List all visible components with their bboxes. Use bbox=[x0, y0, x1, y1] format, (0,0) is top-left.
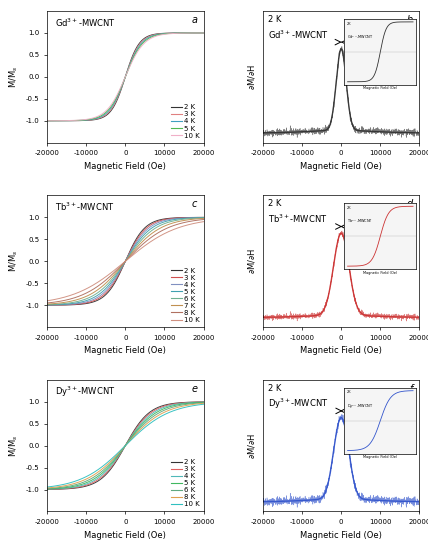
Text: Tb$^{3+}$-MWCNT: Tb$^{3+}$-MWCNT bbox=[347, 218, 373, 226]
Text: 2 K
Dy$^{3+}$-MWCNT: 2 K Dy$^{3+}$-MWCNT bbox=[268, 384, 328, 411]
Text: Dy$^{3+}$-MWCNT: Dy$^{3+}$-MWCNT bbox=[347, 402, 374, 411]
Text: d: d bbox=[407, 199, 413, 210]
Y-axis label: M/M$_s$: M/M$_s$ bbox=[8, 434, 20, 457]
Text: Gd$^{3+}$-MWCNT: Gd$^{3+}$-MWCNT bbox=[55, 16, 116, 29]
X-axis label: Magnetic Field (Oe): Magnetic Field (Oe) bbox=[300, 346, 382, 355]
Text: 2K: 2K bbox=[347, 206, 352, 210]
Legend: 2 K, 3 K, 4 K, 5 K, 10 K: 2 K, 3 K, 4 K, 5 K, 10 K bbox=[170, 104, 200, 139]
Text: 2 K
Gd$^{3+}$-MWCNT: 2 K Gd$^{3+}$-MWCNT bbox=[268, 15, 328, 41]
Y-axis label: $\partial$M/$\partial$H: $\partial$M/$\partial$H bbox=[247, 64, 257, 90]
X-axis label: Magnetic Field (Oe): Magnetic Field (Oe) bbox=[363, 86, 398, 90]
Text: f: f bbox=[410, 384, 413, 394]
X-axis label: Magnetic Field (Oe): Magnetic Field (Oe) bbox=[84, 162, 166, 171]
X-axis label: Magnetic Field (Oe): Magnetic Field (Oe) bbox=[300, 531, 382, 540]
Text: 2 K
Tb$^{3+}$-MWCNT: 2 K Tb$^{3+}$-MWCNT bbox=[268, 199, 327, 225]
Text: b: b bbox=[407, 15, 413, 25]
Text: Gd$^{3+}$-MWCNT: Gd$^{3+}$-MWCNT bbox=[347, 34, 374, 41]
X-axis label: Magnetic Field (Oe): Magnetic Field (Oe) bbox=[300, 162, 382, 171]
X-axis label: Magnetic Field (Oe): Magnetic Field (Oe) bbox=[363, 455, 398, 459]
Y-axis label: $\partial$M/$\partial$H: $\partial$M/$\partial$H bbox=[247, 432, 257, 459]
Legend: 2 K, 3 K, 4 K, 5 K, 6 K, 7 K, 8 K, 10 K: 2 K, 3 K, 4 K, 5 K, 6 K, 7 K, 8 K, 10 K bbox=[170, 267, 200, 323]
Text: e: e bbox=[191, 384, 197, 394]
Y-axis label: M/M$_s$: M/M$_s$ bbox=[8, 65, 20, 88]
X-axis label: Magnetic Field (Oe): Magnetic Field (Oe) bbox=[363, 271, 398, 274]
Text: 2K: 2K bbox=[347, 390, 352, 394]
Y-axis label: $\partial$M/$\partial$H: $\partial$M/$\partial$H bbox=[247, 248, 257, 274]
Legend: 2 K, 3 K, 4 K, 5 K, 6 K, 8 K, 10 K: 2 K, 3 K, 4 K, 5 K, 6 K, 8 K, 10 K bbox=[170, 458, 200, 508]
Text: 2K: 2K bbox=[347, 21, 352, 25]
Y-axis label: M/M$_s$: M/M$_s$ bbox=[8, 250, 20, 272]
X-axis label: Magnetic Field (Oe): Magnetic Field (Oe) bbox=[84, 346, 166, 355]
Text: Tb$^{3+}$-MWCNT: Tb$^{3+}$-MWCNT bbox=[55, 201, 114, 213]
Text: a: a bbox=[191, 15, 197, 25]
Text: c: c bbox=[192, 199, 197, 210]
Text: Dy$^{3+}$-MWCNT: Dy$^{3+}$-MWCNT bbox=[55, 385, 115, 399]
X-axis label: Magnetic Field (Oe): Magnetic Field (Oe) bbox=[84, 531, 166, 540]
